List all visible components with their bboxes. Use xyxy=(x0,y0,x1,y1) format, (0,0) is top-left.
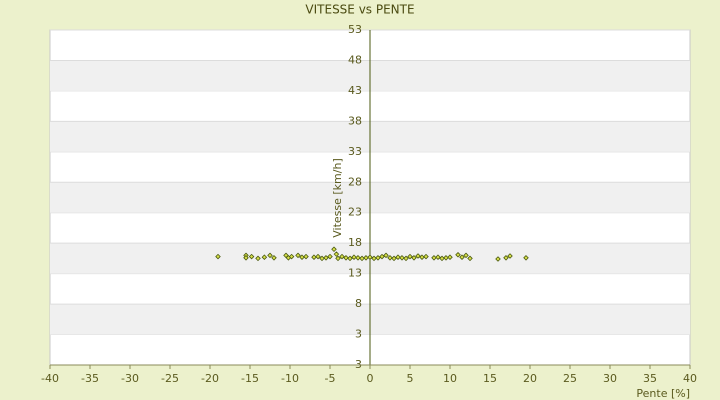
point xyxy=(343,255,349,261)
point xyxy=(503,255,509,261)
point xyxy=(271,255,277,261)
point xyxy=(327,253,333,260)
x-tick-label: 30 xyxy=(603,372,617,385)
point xyxy=(411,255,417,261)
x-tick-label: -25 xyxy=(161,372,179,385)
y-tick-label: 23 xyxy=(348,206,362,219)
x-tick-label: -20 xyxy=(201,372,219,385)
point xyxy=(335,255,341,262)
point xyxy=(463,252,469,259)
point xyxy=(323,255,329,261)
y-tick-label: 33 xyxy=(348,145,362,158)
point xyxy=(347,255,353,262)
point xyxy=(333,251,340,257)
point xyxy=(379,253,385,260)
x-tick-label: 5 xyxy=(407,372,414,385)
point xyxy=(455,251,461,258)
y-tick-label: 43 xyxy=(348,84,362,97)
y-tick-label: 53 xyxy=(348,23,362,36)
chart-title: VITESSE vs PENTE xyxy=(305,3,414,17)
point xyxy=(415,253,421,259)
y-axis-title: Vitesse [km/h] xyxy=(331,158,344,238)
point xyxy=(399,255,405,261)
x-tick-label: 20 xyxy=(523,372,537,385)
point xyxy=(248,253,255,260)
point xyxy=(215,253,221,260)
point xyxy=(523,255,529,261)
x-tick-label: -40 xyxy=(41,372,59,385)
point xyxy=(383,252,389,259)
point xyxy=(375,255,381,261)
point xyxy=(407,253,413,260)
x-tick-label: -5 xyxy=(325,372,336,385)
y-tick-label: 8 xyxy=(355,297,362,310)
y-tick-label: 38 xyxy=(348,114,362,127)
point xyxy=(507,253,513,259)
point xyxy=(288,253,295,260)
y-tick-label: 13 xyxy=(348,267,362,280)
point xyxy=(315,253,321,260)
y-tick-label: 3 xyxy=(355,328,362,341)
y-tick-label: 48 xyxy=(348,53,362,66)
x-tick-label: 35 xyxy=(643,372,657,385)
x-tick-label: -10 xyxy=(281,372,299,385)
x-tick-label: 15 xyxy=(483,372,497,385)
y-tick-label: 28 xyxy=(348,175,362,188)
point xyxy=(395,254,401,260)
x-tick-label: -15 xyxy=(241,372,259,385)
x-tick-label: 25 xyxy=(563,372,577,385)
point xyxy=(467,255,473,262)
point xyxy=(391,255,397,262)
point xyxy=(339,253,345,260)
point xyxy=(303,253,309,260)
point xyxy=(351,254,357,260)
point xyxy=(367,254,373,260)
x-tick-label: -30 xyxy=(121,372,139,385)
x-tick-label: 0 xyxy=(367,372,374,385)
point xyxy=(495,256,501,262)
point xyxy=(403,255,409,262)
y-tick-label: 18 xyxy=(348,236,362,249)
point xyxy=(243,255,249,261)
point xyxy=(255,255,261,262)
point xyxy=(295,252,301,259)
point xyxy=(387,255,393,261)
point xyxy=(261,254,268,260)
x-tick-label: -35 xyxy=(81,372,99,385)
x-tick-label: 10 xyxy=(443,372,457,385)
point xyxy=(267,252,273,259)
x-axis-title: Pente [%] xyxy=(636,387,690,400)
point xyxy=(447,254,453,260)
x-tick-label: 40 xyxy=(683,372,697,385)
point xyxy=(423,253,429,260)
point xyxy=(355,255,361,261)
point xyxy=(459,254,465,260)
point xyxy=(331,246,337,253)
point xyxy=(435,254,441,260)
